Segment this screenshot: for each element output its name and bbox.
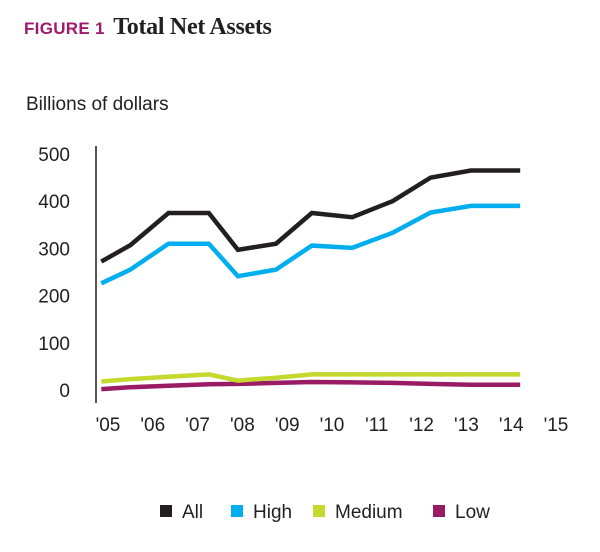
series-line-all	[100, 168, 521, 264]
legend: All High Medium Low	[160, 502, 490, 523]
y-tick-label: 100	[38, 334, 70, 355]
x-tick-label: '15	[544, 415, 569, 436]
series-lines	[100, 168, 521, 392]
x-tick-label: '14	[499, 415, 524, 436]
legend-label-high: High	[253, 502, 292, 523]
figure-header: FIGURE 1 Total Net Assets	[24, 14, 272, 41]
x-axis-ticks: '05 '06 '07 '08 '09 '10 '11 '12 '13 '14 '15	[96, 415, 569, 436]
x-tick-label: '10	[320, 415, 345, 436]
x-tick-label: '08	[230, 415, 255, 436]
figure-label: FIGURE 1	[24, 19, 105, 38]
y-tick-label: 400	[38, 192, 70, 213]
x-tick-label: '05	[96, 415, 121, 436]
series-line-high	[100, 203, 521, 286]
series-line-medium	[101, 372, 521, 384]
x-tick-label: '12	[409, 415, 434, 436]
legend-label-low: Low	[455, 502, 490, 523]
x-tick-label: '07	[185, 415, 210, 436]
legend-label-all: All	[182, 502, 203, 523]
series-line-low	[101, 379, 521, 392]
x-tick-label: '13	[454, 415, 479, 436]
y-tick-label: 200	[38, 287, 70, 308]
y-axis-ticks: 0 100 200 300 400 500	[38, 145, 70, 402]
x-tick-label: '06	[140, 415, 165, 436]
y-tick-label: 0	[59, 381, 70, 402]
legend-label-medium: Medium	[335, 502, 403, 523]
legend-swatch-medium	[313, 505, 325, 517]
legend-swatch-all	[160, 505, 172, 517]
legend-swatch-low	[433, 505, 445, 517]
y-axis-label: Billions of dollars	[26, 94, 169, 115]
y-tick-label: 300	[38, 239, 70, 260]
x-tick-label: '11	[365, 415, 388, 436]
x-tick-label: '09	[275, 415, 300, 436]
figure-title: Total Net Assets	[113, 14, 272, 40]
legend-swatch-high	[231, 505, 243, 517]
y-tick-label: 500	[38, 145, 70, 166]
